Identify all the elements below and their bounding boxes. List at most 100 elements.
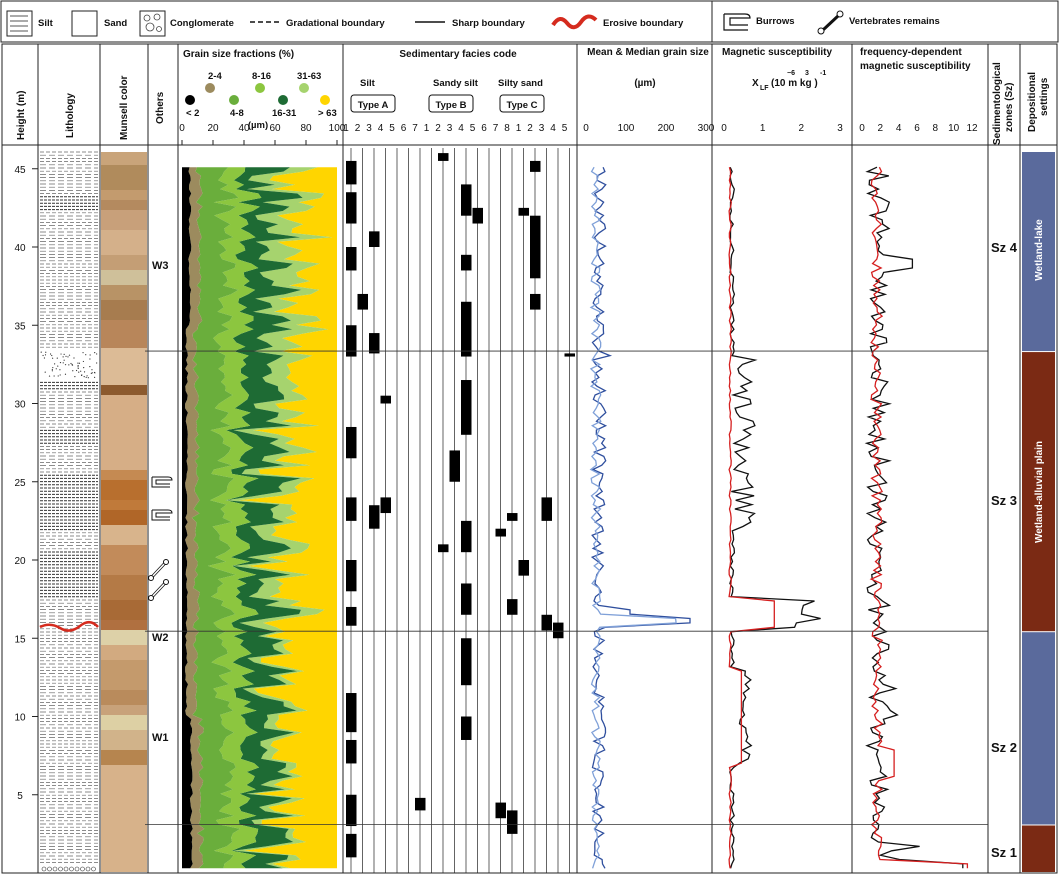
sand-dot bbox=[89, 358, 91, 360]
sand-dot bbox=[57, 365, 59, 367]
sand-dot bbox=[85, 376, 87, 378]
grain-legend-unit: (µm) bbox=[248, 120, 268, 131]
conglomerate-clast bbox=[85, 866, 91, 872]
mag-unit-exp3: -1 bbox=[820, 70, 826, 77]
setting-band bbox=[1022, 632, 1055, 825]
munsell-band bbox=[101, 200, 147, 210]
outer-border bbox=[1, 43, 1058, 874]
grain-tick-label: 40 bbox=[238, 123, 250, 134]
munsell-band bbox=[101, 575, 147, 600]
others-label-w3: W3 bbox=[152, 260, 169, 272]
fd-susceptibility-red-line bbox=[869, 166, 969, 869]
facies-code-label: 4 bbox=[550, 123, 556, 134]
silt-swatch bbox=[6, 10, 33, 37]
facies-block bbox=[507, 513, 518, 521]
munsell-band bbox=[101, 630, 147, 645]
facies-block bbox=[507, 599, 518, 615]
sand-dot bbox=[78, 362, 81, 364]
munsell-band bbox=[101, 600, 147, 620]
sand-dot bbox=[83, 371, 86, 373]
vertebrates-icon bbox=[148, 579, 169, 601]
facies-block bbox=[346, 693, 357, 733]
facies-block bbox=[346, 247, 357, 271]
munsell-band bbox=[101, 730, 147, 750]
zone-label: Sz 2 bbox=[991, 740, 1017, 755]
sand-dot bbox=[57, 375, 59, 377]
column-headers: Height (m) Lithology Munsell color Other… bbox=[16, 47, 1050, 145]
facies-block bbox=[438, 544, 449, 553]
mean-tick-label: 100 bbox=[618, 123, 635, 134]
munsell-band bbox=[101, 470, 147, 480]
munsell-band bbox=[101, 285, 147, 300]
mag-header: Magnetic susceptibility bbox=[722, 47, 832, 58]
sand-dot bbox=[51, 354, 53, 357]
fd-header: frequency-dependent bbox=[860, 47, 962, 58]
conglomerate-clast bbox=[69, 866, 74, 872]
sand-dot bbox=[44, 371, 46, 373]
sand-dot bbox=[63, 359, 65, 361]
fd-tick-label: 0 bbox=[859, 123, 865, 134]
conglomerate-clast bbox=[74, 866, 80, 872]
grain-area-3 bbox=[208, 167, 262, 869]
sand-dot bbox=[94, 376, 96, 378]
grain-legend-dot bbox=[205, 83, 215, 93]
facies-block bbox=[530, 160, 541, 172]
legend-gradational: Gradational boundary bbox=[286, 18, 385, 29]
others-label-w2: W2 bbox=[152, 632, 169, 644]
munsell-band bbox=[101, 165, 147, 190]
erosive-boundary bbox=[39, 621, 99, 632]
facies-block bbox=[346, 160, 357, 185]
grain-tick-label: 0 bbox=[179, 123, 185, 134]
mag-tick-label: 1 bbox=[760, 123, 766, 134]
fd-tick-label: 12 bbox=[966, 123, 978, 134]
facies-code-label: 3 bbox=[539, 123, 545, 134]
sand-dot bbox=[93, 371, 96, 374]
sand-dot bbox=[96, 362, 98, 364]
facies-block bbox=[495, 528, 506, 537]
setting-band bbox=[1022, 352, 1055, 632]
sand-dot bbox=[65, 355, 67, 357]
others-header: Others bbox=[155, 91, 166, 124]
legend-sharp: Sharp boundary bbox=[452, 18, 526, 29]
setting-band bbox=[1022, 152, 1055, 352]
sand-dot bbox=[59, 374, 61, 376]
sand-dot bbox=[71, 363, 73, 366]
munsell-band bbox=[101, 715, 147, 730]
setting-label-wetland-lake: Wetland-lake bbox=[1034, 219, 1045, 281]
munsell-band bbox=[101, 705, 147, 715]
facies-type-label: Type B bbox=[436, 100, 467, 111]
legend-silt: Silt bbox=[38, 18, 54, 29]
grain-area-2 bbox=[191, 167, 241, 869]
mag-susceptibility-red-line bbox=[728, 167, 775, 869]
facies-block bbox=[495, 802, 506, 819]
facies-code-label: 3 bbox=[366, 123, 372, 134]
sand-dot bbox=[45, 351, 47, 353]
facies-code-label: 7 bbox=[493, 123, 499, 134]
facies-block bbox=[369, 231, 380, 247]
zones-header-1: Sedimentological bbox=[992, 62, 1003, 145]
sand-dot bbox=[82, 360, 85, 363]
munsell-band bbox=[101, 300, 147, 320]
facies-block bbox=[380, 395, 391, 404]
conglomerate-clast bbox=[52, 866, 58, 872]
facies-block bbox=[461, 638, 472, 686]
sand-dot bbox=[87, 377, 89, 379]
facies-block bbox=[518, 560, 529, 576]
legend-bar: Silt Sand Conglomerate Gradational bound… bbox=[0, 0, 1059, 43]
grain-legend-label: 8-16 bbox=[252, 71, 271, 82]
height-tick-label: 45 bbox=[14, 165, 26, 176]
height-tick-label: 20 bbox=[14, 556, 26, 567]
vertebrates-icon bbox=[148, 559, 169, 581]
munsell-band bbox=[101, 320, 147, 348]
munsell-band bbox=[101, 545, 147, 575]
sand-dot bbox=[51, 370, 53, 372]
mag-unit-sub: LF bbox=[760, 85, 769, 92]
facies-code-label: 4 bbox=[458, 123, 464, 134]
facies-block bbox=[380, 497, 391, 514]
facies-block bbox=[346, 606, 357, 626]
munsell-band bbox=[101, 765, 147, 872]
sand-dot bbox=[81, 374, 83, 376]
sand-dot bbox=[51, 357, 54, 359]
